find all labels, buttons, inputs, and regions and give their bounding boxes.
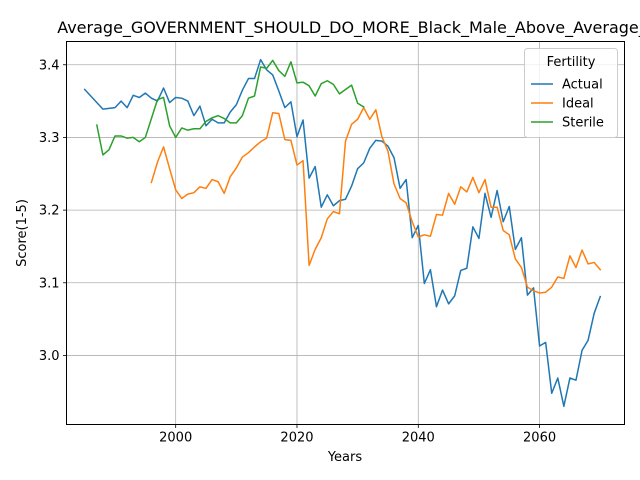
x-axis-label: Years [327,450,363,465]
x-tick-label: 2020 [280,431,313,446]
x-tick-label: 2040 [402,431,435,446]
y-axis: 3.0 3.1 3.2 3.3 3.4 [39,58,67,364]
chart-title: Average_GOVERNMENT_SHOULD_DO_MORE_Black_… [57,18,640,38]
legend-label-ideal: Ideal [562,97,594,112]
series-line-actual [83,58,602,408]
y-tick-label: 3.2 [39,204,60,219]
series-lines [83,58,602,408]
y-tick-label: 3.1 [39,276,60,291]
y-tick-label: 3.3 [39,131,60,146]
legend-items: Actual Ideal Sterile [531,78,604,131]
legend-label-actual: Actual [562,78,603,93]
x-axis: 2000 2020 2040 2060 [159,424,556,446]
y-tick-label: 3.0 [39,349,60,364]
x-tick-label: 2000 [159,431,192,446]
series-line-sterile [95,59,365,156]
legend-label-sterile: Sterile [562,116,604,131]
legend-title: Fertility [547,55,596,70]
legend: Fertility Actual Ideal Sterile [524,48,618,138]
plot-frame [66,41,625,425]
legend-box [524,48,618,138]
y-tick-label: 3.4 [39,58,60,73]
series-line-ideal [150,106,602,294]
x-tick-label: 2060 [523,431,556,446]
y-axis-label: Score(1-5) [15,199,30,267]
